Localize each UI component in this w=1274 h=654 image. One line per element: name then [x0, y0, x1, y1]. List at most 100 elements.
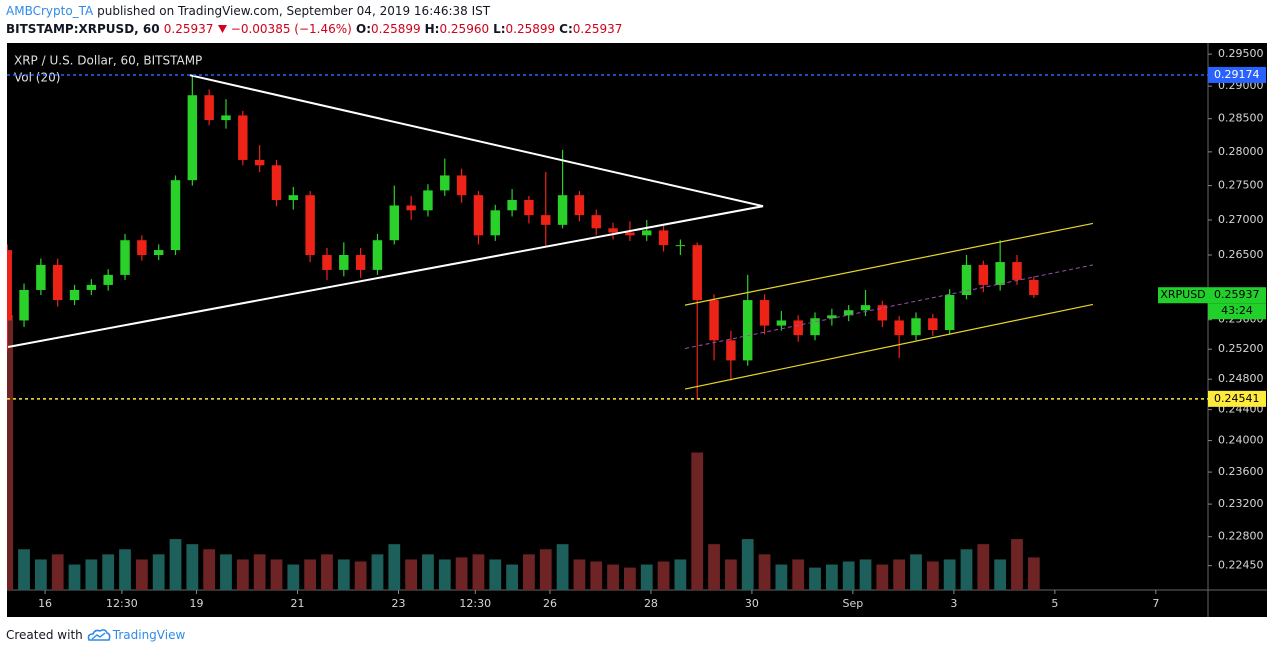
candle-body: [793, 320, 803, 336]
candle-body: [742, 300, 753, 361]
candle-body: [894, 320, 904, 336]
candle-body: [961, 264, 972, 296]
y-tick-label: 0.24800: [1218, 372, 1264, 385]
volume-bar: [825, 564, 838, 590]
candle-body: [187, 95, 198, 181]
published: published on TradingView.com, September …: [97, 4, 491, 18]
countdown: 43:24: [1221, 304, 1253, 317]
chart-title: XRP / U.S. Dollar, 60, BITSTAMP: [14, 54, 202, 68]
volume-bar: [708, 544, 720, 590]
price-label: 0.24541: [1214, 392, 1260, 405]
candle-body: [843, 310, 854, 316]
ohlc-value: 0.25899: [505, 22, 556, 36]
candle-body: [204, 95, 214, 121]
chart-subtitle: Vol (20): [14, 71, 60, 85]
x-tick-label: Sep: [843, 597, 864, 610]
volume-bar: [354, 561, 367, 590]
candle-body: [1012, 262, 1022, 280]
x-tick-label: 12:30: [106, 597, 138, 610]
volume-bar: [691, 452, 704, 590]
candle-body: [524, 199, 534, 216]
x-tick-label: 21: [291, 597, 305, 610]
candle-body: [406, 205, 416, 211]
y-tick-label: 0.29500: [1218, 47, 1264, 60]
candle-body: [827, 315, 837, 319]
candle-body: [608, 228, 618, 233]
volume-bar: [371, 554, 384, 590]
candle-body: [305, 195, 315, 256]
candle-body: [1029, 279, 1039, 296]
volume-bar: [926, 561, 939, 590]
candle-body: [423, 190, 433, 211]
ohlc-label: H:: [424, 22, 440, 36]
volume-bar: [893, 559, 906, 590]
candle-body: [271, 165, 282, 200]
price-label: 0.29174: [1214, 68, 1260, 81]
candle-body: [456, 175, 467, 196]
candle-body: [507, 199, 517, 211]
y-tick-label: 0.28500: [1218, 112, 1264, 125]
candle-body: [440, 175, 450, 191]
candle-body: [288, 195, 299, 200]
candle-body: [625, 232, 635, 236]
volume-bar: [119, 549, 131, 590]
volume-bar: [724, 559, 737, 590]
x-tick-label: 23: [391, 597, 405, 610]
volume-bar: [539, 549, 552, 590]
candle-body: [860, 305, 871, 311]
volume-bar: [253, 554, 266, 590]
y-tick-label: 0.28000: [1218, 145, 1264, 158]
volume-bar: [422, 554, 434, 590]
price-label-box: [1208, 66, 1266, 83]
last-price-name: XRPUSD: [1160, 288, 1205, 301]
candle-body: [776, 320, 787, 326]
volume-bar: [405, 559, 418, 590]
brand: TradingView: [112, 628, 186, 642]
price: 0.25937: [163, 22, 214, 36]
x-tick-label: 19: [190, 597, 204, 610]
ohlc-value: 0.25960: [439, 22, 490, 36]
last-price-name-box: [1158, 287, 1208, 304]
volume-bar: [489, 559, 502, 590]
volume-bar: [741, 539, 754, 590]
candle-body: [355, 255, 366, 270]
candle-body: [574, 195, 585, 216]
y-tick-label: 0.23200: [1218, 497, 1264, 510]
candle-body: [726, 340, 736, 361]
candle-body: [642, 230, 652, 236]
candle-body: [709, 300, 719, 341]
candle-body: [928, 318, 938, 330]
candle-body: [978, 264, 989, 285]
volume-bar: [472, 554, 485, 590]
volume-bar: [135, 559, 148, 590]
volume-bar: [859, 559, 872, 590]
candle-body: [103, 274, 113, 285]
trendline: [684, 303, 1094, 390]
chart-background: [7, 43, 1267, 617]
volume-bar: [556, 544, 569, 590]
volume-bar: [152, 554, 165, 590]
candle-body: [372, 240, 383, 270]
volume-bar: [994, 559, 1007, 590]
candle-body: [944, 295, 955, 330]
volume-bar: [607, 564, 619, 590]
chart: XRP / U.S. Dollar, 60, BITSTAMP Vol (20)…: [7, 43, 1267, 617]
symbol: BITSTAMP:XRPUSD, 60: [6, 22, 160, 36]
last-price: 0.25937: [1214, 288, 1260, 301]
volume-bar: [506, 564, 518, 590]
symbol-line: BITSTAMP:XRPUSD, 60 0.25937 −0.00385 (−1…: [6, 22, 626, 36]
candle-body: [170, 180, 181, 251]
volume-bar: [640, 564, 653, 590]
volume-bar: [51, 554, 64, 590]
ohlc-label: O:: [356, 22, 371, 36]
volume-bar: [438, 559, 451, 590]
author[interactable]: AMBCrypto_TA: [6, 4, 94, 18]
volume-bar: [169, 539, 182, 590]
volume-bar: [910, 554, 922, 590]
volume-bar: [321, 554, 333, 590]
candle-body: [238, 115, 248, 160]
volume-bar: [203, 549, 216, 590]
candle-body: [692, 245, 702, 301]
x-tick-label: 12:30: [459, 597, 491, 610]
